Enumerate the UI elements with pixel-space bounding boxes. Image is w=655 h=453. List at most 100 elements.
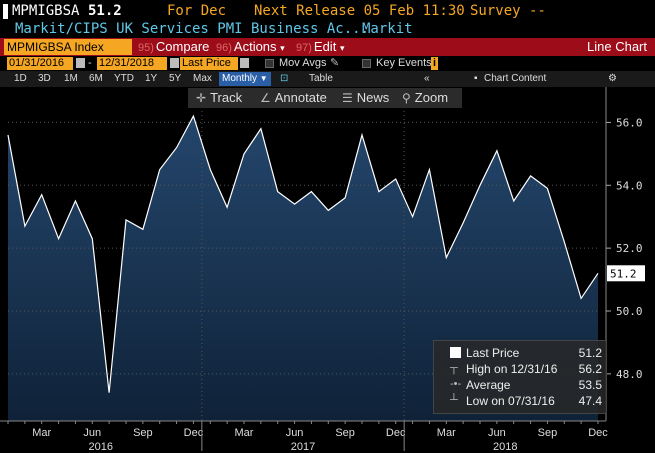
compare-button[interactable]: 95) Compare — [138, 39, 209, 55]
legend-high-label: High on 12/31/16 — [466, 362, 558, 376]
news-icon: ☰ — [342, 91, 353, 105]
annotate-label: Annotate — [274, 90, 327, 105]
security-description: Markit/CIPS UK Services PMI Business Ac.… — [15, 21, 370, 37]
news-tool[interactable]: ☰ News — [342, 90, 389, 106]
crosshair-icon: ✛ — [196, 91, 207, 105]
header-marker — [3, 4, 8, 19]
edit-label: Edit — [313, 39, 337, 54]
start-date-field[interactable]: 01/31/2016 — [7, 57, 73, 70]
year-label-0: 2016 — [88, 441, 112, 453]
track-label: Track — [210, 90, 243, 105]
edit-pencil-icon[interactable]: ✎ — [330, 57, 340, 69]
actions-caret-icon: ▾ — [280, 43, 285, 53]
average-marker-icon: -•- — [450, 378, 462, 390]
legend-last-price: Last Price 51.2 — [438, 345, 604, 361]
last-value-badge — [607, 265, 645, 282]
index-field[interactable]: MPMIGBSA Index — [4, 39, 132, 55]
ticker-label[interactable]: MPMIGBSA — [12, 3, 80, 19]
news-label: News — [356, 90, 390, 105]
period-ytd[interactable]: YTD — [114, 73, 134, 84]
period-selector: 1D 3D 1M 6M YTD 1Y 5Y Max Monthly ▼ ⊡ Ta… — [0, 71, 655, 87]
low-marker-icon: ┴ — [450, 394, 458, 406]
frequency-dropdown[interactable]: Monthly ▼ — [219, 72, 271, 86]
description-row: Markit/CIPS UK Services PMI Business Ac.… — [0, 21, 655, 38]
security-header: MPMIGBSA 51.2 For Dec Next Release 05 Fe… — [0, 0, 655, 22]
magnifier-icon: ⚲ — [402, 91, 411, 105]
y-tick-label-0: 48.0 — [616, 368, 643, 381]
x-tick-label-0: Mar — [32, 427, 51, 439]
edit-caret-icon: ▾ — [339, 43, 345, 53]
period-max[interactable]: Max — [193, 73, 212, 84]
calendar-icon[interactable] — [76, 58, 85, 68]
annotate-tool[interactable]: ∠ Annotate — [260, 90, 327, 106]
chart-legend[interactable]: Last Price 51.2 ┬ High on 12/31/16 56.2 … — [433, 340, 607, 414]
x-tick-label-5: Jun — [286, 427, 304, 439]
mov-avgs-checkbox[interactable] — [265, 59, 274, 68]
dropdown-icon[interactable] — [240, 58, 249, 68]
legend-high-value: 56.2 — [578, 362, 602, 376]
x-tick-label-9: Jun — [488, 427, 506, 439]
series-line — [7, 114, 599, 393]
x-tick-label-2: Sep — [133, 427, 153, 439]
legend-low-label: Low on 07/31/16 — [466, 394, 555, 408]
source-label: Markit — [362, 21, 413, 37]
field-selector[interactable]: Last Price — [180, 57, 238, 70]
x-tick-label-7: Dec — [386, 427, 406, 439]
calendar-icon[interactable] — [170, 58, 179, 68]
next-release-label: Next Release 05 Feb 11:30 — [254, 3, 465, 19]
last-value-label: 51.2 — [610, 267, 637, 280]
compare-label: Compare — [155, 39, 210, 54]
key-events-checkbox[interactable] — [362, 59, 371, 68]
frequency-caret-icon: ▼ — [259, 74, 268, 83]
year-label-2: 2018 — [493, 441, 517, 453]
current-value: 51.2 — [88, 3, 122, 19]
legend-swatch-icon — [450, 347, 461, 358]
x-tick-label-10: Sep — [538, 427, 558, 439]
settings-gear-icon[interactable]: ⚙ — [608, 73, 617, 84]
zoom-label: Zoom — [414, 90, 449, 105]
zoom-tool[interactable]: ⚲ Zoom — [402, 90, 448, 106]
range-separator: - — [88, 57, 92, 69]
edit-button[interactable]: 97) Edit ▾ — [296, 39, 344, 55]
x-tick-label-1: Jun — [83, 427, 101, 439]
info-icon[interactable]: i — [431, 57, 439, 70]
actions-button[interactable]: 96) Actions ▾ — [216, 39, 285, 55]
chart-tools: ✛ Track ∠ Annotate ☰ News ⚲ Zoom — [188, 88, 462, 108]
field-selector-label: Last Price — [182, 57, 231, 69]
period-3d[interactable]: 3D — [38, 73, 51, 84]
period-5y[interactable]: 5Y — [169, 73, 182, 84]
end-date-field[interactable]: 12/31/2018 — [97, 57, 167, 70]
table-button[interactable]: Table — [309, 73, 333, 84]
for-period-label: For Dec — [167, 3, 227, 19]
legend-last-label: Last Price — [466, 346, 520, 360]
track-tool[interactable]: ✛ Track — [196, 90, 242, 106]
edit-number: 97) — [296, 42, 312, 54]
x-tick-label-6: Sep — [335, 427, 355, 439]
period-1m[interactable]: 1M — [64, 73, 78, 84]
x-tick-label-3: Dec — [184, 427, 204, 439]
frequency-label: Monthly — [222, 73, 258, 84]
y-tick-label-3: 54.0 — [616, 179, 643, 192]
x-tick-label-8: Mar — [437, 427, 456, 439]
period-6m[interactable]: 6M — [89, 73, 103, 84]
key-events-label: Key Events — [376, 57, 432, 69]
legend-low-value: 47.4 — [578, 394, 602, 408]
chart-content-icon[interactable]: ▪ — [474, 73, 478, 84]
chart-content-button[interactable]: Chart Content — [484, 73, 547, 84]
period-1y[interactable]: 1Y — [145, 73, 158, 84]
period-1d[interactable]: 1D — [14, 73, 27, 84]
x-tick-label-11: Dec — [588, 427, 608, 439]
y-tick-label-2: 52.0 — [616, 242, 643, 255]
mov-avgs-label: Mov Avgs — [279, 57, 327, 69]
line-chart-icon[interactable]: ⊡ — [280, 73, 289, 84]
legend-low: ┴ Low on 07/31/16 47.4 — [438, 393, 604, 409]
collapse-icon[interactable]: « — [424, 73, 430, 84]
range-row: 01/31/2016 - 12/31/2018 Last Price Mov A… — [0, 57, 655, 71]
chart-type-label: Line Chart — [587, 39, 647, 54]
actions-label: Actions — [233, 39, 277, 54]
pencil-icon: ∠ — [260, 91, 271, 105]
chart-toolbar: MPMIGBSA Index 95) Compare 96) Actions ▾ 9… — [0, 38, 655, 56]
compare-number: 95) — [138, 42, 154, 54]
survey-label: Survey -- — [470, 3, 546, 19]
legend-avg-label: Average — [466, 378, 511, 392]
